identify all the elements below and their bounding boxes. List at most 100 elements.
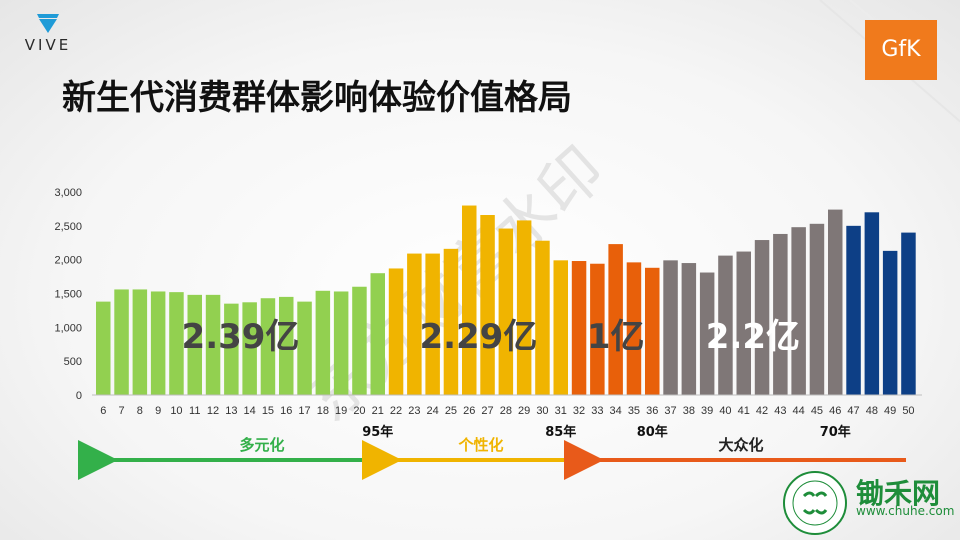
y-tick-label: 1,000 xyxy=(54,322,82,334)
vive-logo: VIVE xyxy=(18,12,78,62)
x-tick-label: 14 xyxy=(244,405,256,417)
x-tick-label: 26 xyxy=(463,405,475,417)
generation-label: 85年 xyxy=(545,424,576,440)
y-tick-label: 2,000 xyxy=(54,255,82,267)
bar xyxy=(150,291,166,395)
bar xyxy=(882,250,898,395)
y-tick-label: 0 xyxy=(76,390,82,402)
bar xyxy=(388,268,404,395)
bar xyxy=(480,215,495,395)
bar xyxy=(590,263,605,395)
x-tick-label: 35 xyxy=(628,405,640,417)
x-tick-label: 7 xyxy=(118,405,124,417)
x-tick-label: 22 xyxy=(390,405,402,417)
bar xyxy=(681,263,697,395)
x-tick-label: 36 xyxy=(646,405,658,417)
x-tick-label: 6 xyxy=(100,405,106,417)
generation-label: 70年 xyxy=(820,424,851,440)
bar xyxy=(425,253,440,395)
bar xyxy=(663,260,678,395)
x-tick-label: 50 xyxy=(902,405,914,417)
bar xyxy=(608,244,623,395)
bar xyxy=(333,291,349,395)
x-tick-label: 45 xyxy=(811,405,823,417)
bar xyxy=(516,220,532,395)
generation-label: 95年 xyxy=(362,424,393,440)
vive-wordmark: VIVE xyxy=(24,36,72,54)
group-total-label: 2.29亿 xyxy=(419,317,537,357)
x-tick-label: 34 xyxy=(610,405,622,417)
bar xyxy=(297,301,312,395)
x-tick-label: 17 xyxy=(298,405,310,417)
bar xyxy=(407,253,422,395)
x-tick-label: 46 xyxy=(829,405,841,417)
x-tick-label: 43 xyxy=(774,405,786,417)
x-tick-label: 16 xyxy=(280,405,292,417)
x-tick-label: 10 xyxy=(170,405,182,417)
x-tick-label: 39 xyxy=(701,405,713,417)
group-total-label: 2.39亿 xyxy=(182,317,300,357)
bar xyxy=(114,289,129,395)
bar xyxy=(279,296,294,395)
y-tick-label: 500 xyxy=(64,356,82,368)
bar xyxy=(791,227,806,395)
x-tick-label: 18 xyxy=(317,405,329,417)
bar xyxy=(699,272,715,395)
x-tick-label: 33 xyxy=(591,405,603,417)
generation-label: 80年 xyxy=(637,424,668,440)
bar xyxy=(626,262,642,395)
x-tick-label: 29 xyxy=(518,405,530,417)
bar xyxy=(571,261,587,395)
x-tick-label: 23 xyxy=(408,405,420,417)
x-tick-label: 30 xyxy=(536,405,548,417)
x-tick-label: 19 xyxy=(335,405,347,417)
bar xyxy=(553,260,568,395)
y-tick-label: 1,500 xyxy=(54,289,82,301)
bar xyxy=(205,294,221,395)
x-tick-label: 44 xyxy=(793,405,805,417)
x-tick-label: 24 xyxy=(427,405,439,417)
bar xyxy=(187,294,202,395)
bar xyxy=(498,228,514,395)
chuhe-brand-name: 锄禾网 xyxy=(856,477,941,510)
x-tick-label: 42 xyxy=(756,405,768,417)
group-total-label: 2.2亿 xyxy=(706,317,800,357)
bar xyxy=(224,303,239,395)
x-tick-label: 48 xyxy=(866,405,878,417)
segment-label: 个性化 xyxy=(457,436,503,454)
x-tick-label: 11 xyxy=(189,405,200,417)
gfk-logo: GfK xyxy=(865,20,937,80)
bar xyxy=(169,292,184,395)
x-tick-label: 37 xyxy=(664,405,676,417)
chuhe-seal-logo xyxy=(783,471,847,535)
bar xyxy=(315,290,331,395)
x-tick-label: 8 xyxy=(137,405,143,417)
bar xyxy=(352,286,367,395)
bar xyxy=(260,298,276,395)
bar xyxy=(645,267,660,395)
y-tick-label: 3,000 xyxy=(54,187,82,199)
bar xyxy=(773,233,788,395)
x-tick-label: 38 xyxy=(683,405,695,417)
bar xyxy=(864,212,880,395)
bar xyxy=(462,205,477,395)
segment-label: 多元化 xyxy=(239,436,284,454)
x-tick-label: 40 xyxy=(719,405,731,417)
x-tick-label: 27 xyxy=(481,405,493,417)
segment-label: 大众化 xyxy=(718,436,763,454)
x-tick-label: 9 xyxy=(155,405,161,417)
x-tick-label: 41 xyxy=(738,405,750,417)
bar xyxy=(96,301,111,395)
bar xyxy=(242,302,257,395)
bar xyxy=(809,223,825,395)
bar xyxy=(754,240,770,395)
x-tick-label: 49 xyxy=(884,405,896,417)
bar xyxy=(736,251,751,395)
x-tick-label: 32 xyxy=(573,405,585,417)
x-tick-label: 31 xyxy=(555,405,567,417)
bar xyxy=(443,248,459,395)
x-tick-label: 47 xyxy=(847,405,859,417)
bar xyxy=(828,209,843,395)
bar xyxy=(718,255,733,395)
